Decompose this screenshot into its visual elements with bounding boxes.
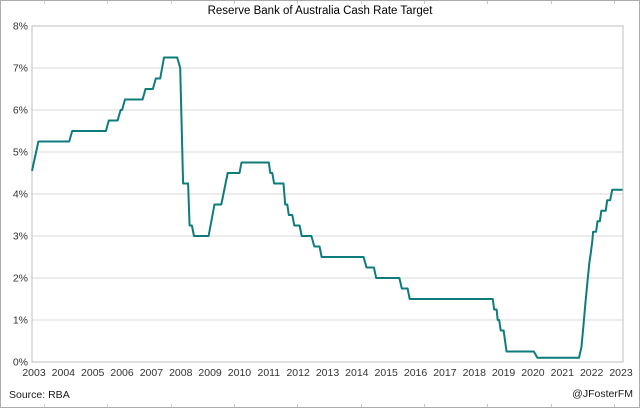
x-axis-tick-label: 2014: [345, 367, 369, 379]
worksheet-gridline-stub: [614, 1, 615, 4]
cash-rate-series-line: [31, 56, 623, 359]
worksheet-gridline-stub: [171, 404, 172, 407]
worksheet-gridline-stub: [424, 404, 425, 407]
y-axis-tick-label: 0%: [13, 357, 28, 369]
x-axis-tick-label: 2013: [316, 367, 340, 379]
x-axis-tick-label: 2010: [228, 367, 252, 379]
x-axis-tick-label: 2003: [22, 367, 46, 379]
y-axis-tick-label: 7%: [13, 63, 28, 75]
worksheet-gridline-stub: [107, 404, 108, 407]
y-axis-tick-label: 6%: [13, 105, 28, 117]
source-note: Source: RBA: [9, 389, 70, 401]
worksheet-gridline-stub: [234, 404, 235, 407]
x-axis-tick-label: 2006: [110, 367, 134, 379]
x-axis-tick-label: 2021: [551, 367, 575, 379]
x-axis-tick-label: 2009: [198, 367, 222, 379]
x-axis-tick-label: 2004: [52, 367, 76, 379]
worksheet-gridline-stub: [107, 1, 108, 4]
x-axis-tick-label: 2018: [463, 367, 487, 379]
worksheet-gridline-stub: [361, 1, 362, 4]
x-axis-tick-label: 2008: [169, 367, 193, 379]
x-axis-tick-label: 2023: [609, 367, 633, 379]
y-axis-tick-label: 1%: [13, 315, 28, 327]
worksheet-gridline-stub: [424, 1, 425, 4]
x-axis-tick-label: 2020: [521, 367, 545, 379]
worksheet-gridline-stub: [487, 1, 488, 4]
x-axis-tick-label: 2016: [404, 367, 428, 379]
worksheet-gridline-stub: [551, 1, 552, 4]
x-axis-tick-label: 2011: [258, 367, 281, 379]
worksheet-gridline-stub: [614, 404, 615, 407]
worksheet-gridline-stub: [551, 404, 552, 407]
x-axis-tick-label: 2017: [433, 367, 457, 379]
x-axis-tick-label: 2005: [81, 367, 105, 379]
worksheet-gridline-stub: [487, 404, 488, 407]
worksheet-gridline-stub: [171, 1, 172, 4]
x-axis-tick-label: 2012: [286, 367, 310, 379]
worksheet-gridline-stub: [234, 1, 235, 4]
worksheet-gridline-stub: [361, 404, 362, 407]
y-axis-tick-label: 5%: [13, 147, 28, 159]
y-axis-tick-label: 3%: [13, 231, 28, 243]
y-axis-tick-label: 2%: [13, 273, 28, 285]
worksheet-gridline-stub: [44, 1, 45, 4]
author-handle: @JFosterFM: [572, 388, 633, 400]
x-axis-tick-label: 2007: [140, 367, 164, 379]
worksheet-gridline-stub: [297, 1, 298, 4]
x-axis-tick-label: 2015: [375, 367, 399, 379]
x-axis-tick-label: 2019: [492, 367, 516, 379]
chart-title: Reserve Bank of Australia Cash Rate Targ…: [207, 5, 433, 17]
y-axis-tick-label: 4%: [13, 189, 28, 201]
y-axis-tick-label: 8%: [13, 21, 28, 33]
x-axis-tick-label: 2022: [580, 367, 604, 379]
worksheet-gridline-stub: [297, 404, 298, 407]
plot-border: [31, 25, 624, 363]
worksheet-gridline-stub: [44, 404, 45, 407]
